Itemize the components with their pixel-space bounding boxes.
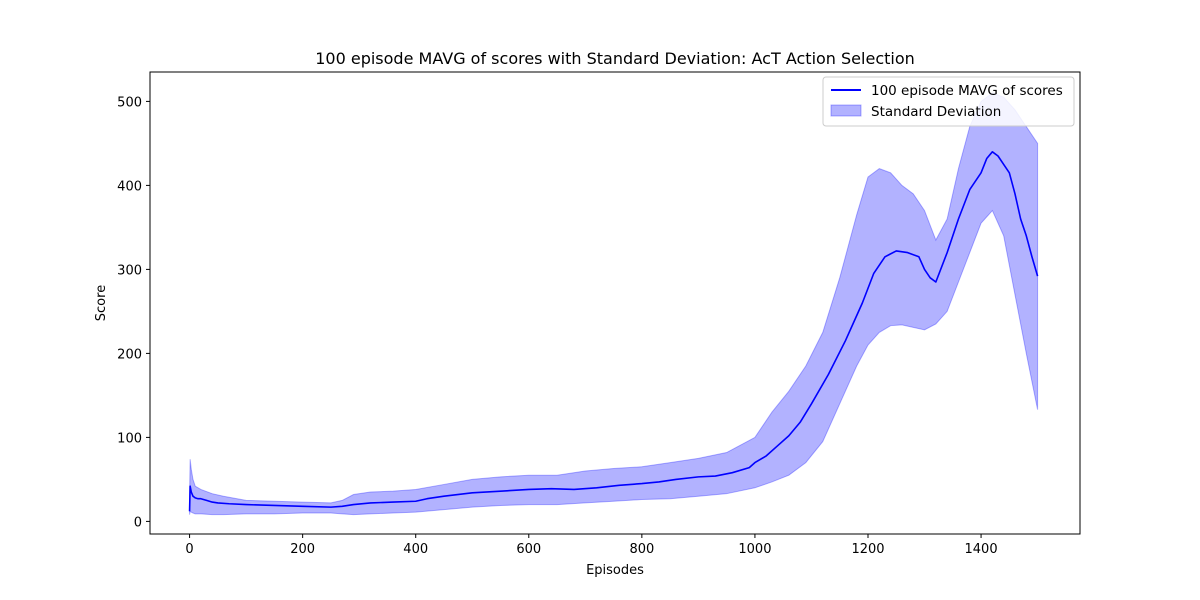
legend-label-mavg: 100 episode MAVG of scores [871,83,1063,99]
x-tick-label: 1200 [851,542,884,557]
legend-box [822,76,1075,127]
y-tick-label: 300 [117,263,142,278]
chart-title: 100 episode MAVG of scores with Standard… [315,49,915,68]
y-tick-label: 200 [117,347,142,362]
x-axis-label: Episodes [586,563,644,578]
y-tick-label: 0 [134,515,142,530]
x-tick-label: 800 [629,542,654,557]
y-tick-label: 400 [117,179,142,194]
axis-ticks: 0 200 400 600 800 1000 1200 1400 0 100 200 300 400 50… [117,95,997,557]
y-axis-label: Score [94,285,109,321]
x-tick-label: 600 [516,542,541,557]
x-tick-label: 1000 [738,542,771,557]
x-tick-label: 1400 [965,542,998,557]
legend-swatch-band [830,104,862,117]
x-tick-label: 0 [185,542,193,557]
mavg-line [188,151,1039,512]
y-tick-label: 500 [117,95,142,110]
plot-frame [149,71,1081,535]
legend: 100 episode MAVG of scores Standard Devi… [822,76,1075,127]
x-tick-label: 200 [290,542,315,557]
std-band [189,92,1039,516]
legend-label-std: Standard Deviation [871,104,1001,120]
plot-area [188,92,1039,516]
x-tick-label: 400 [403,542,428,557]
y-tick-label: 100 [117,431,142,446]
